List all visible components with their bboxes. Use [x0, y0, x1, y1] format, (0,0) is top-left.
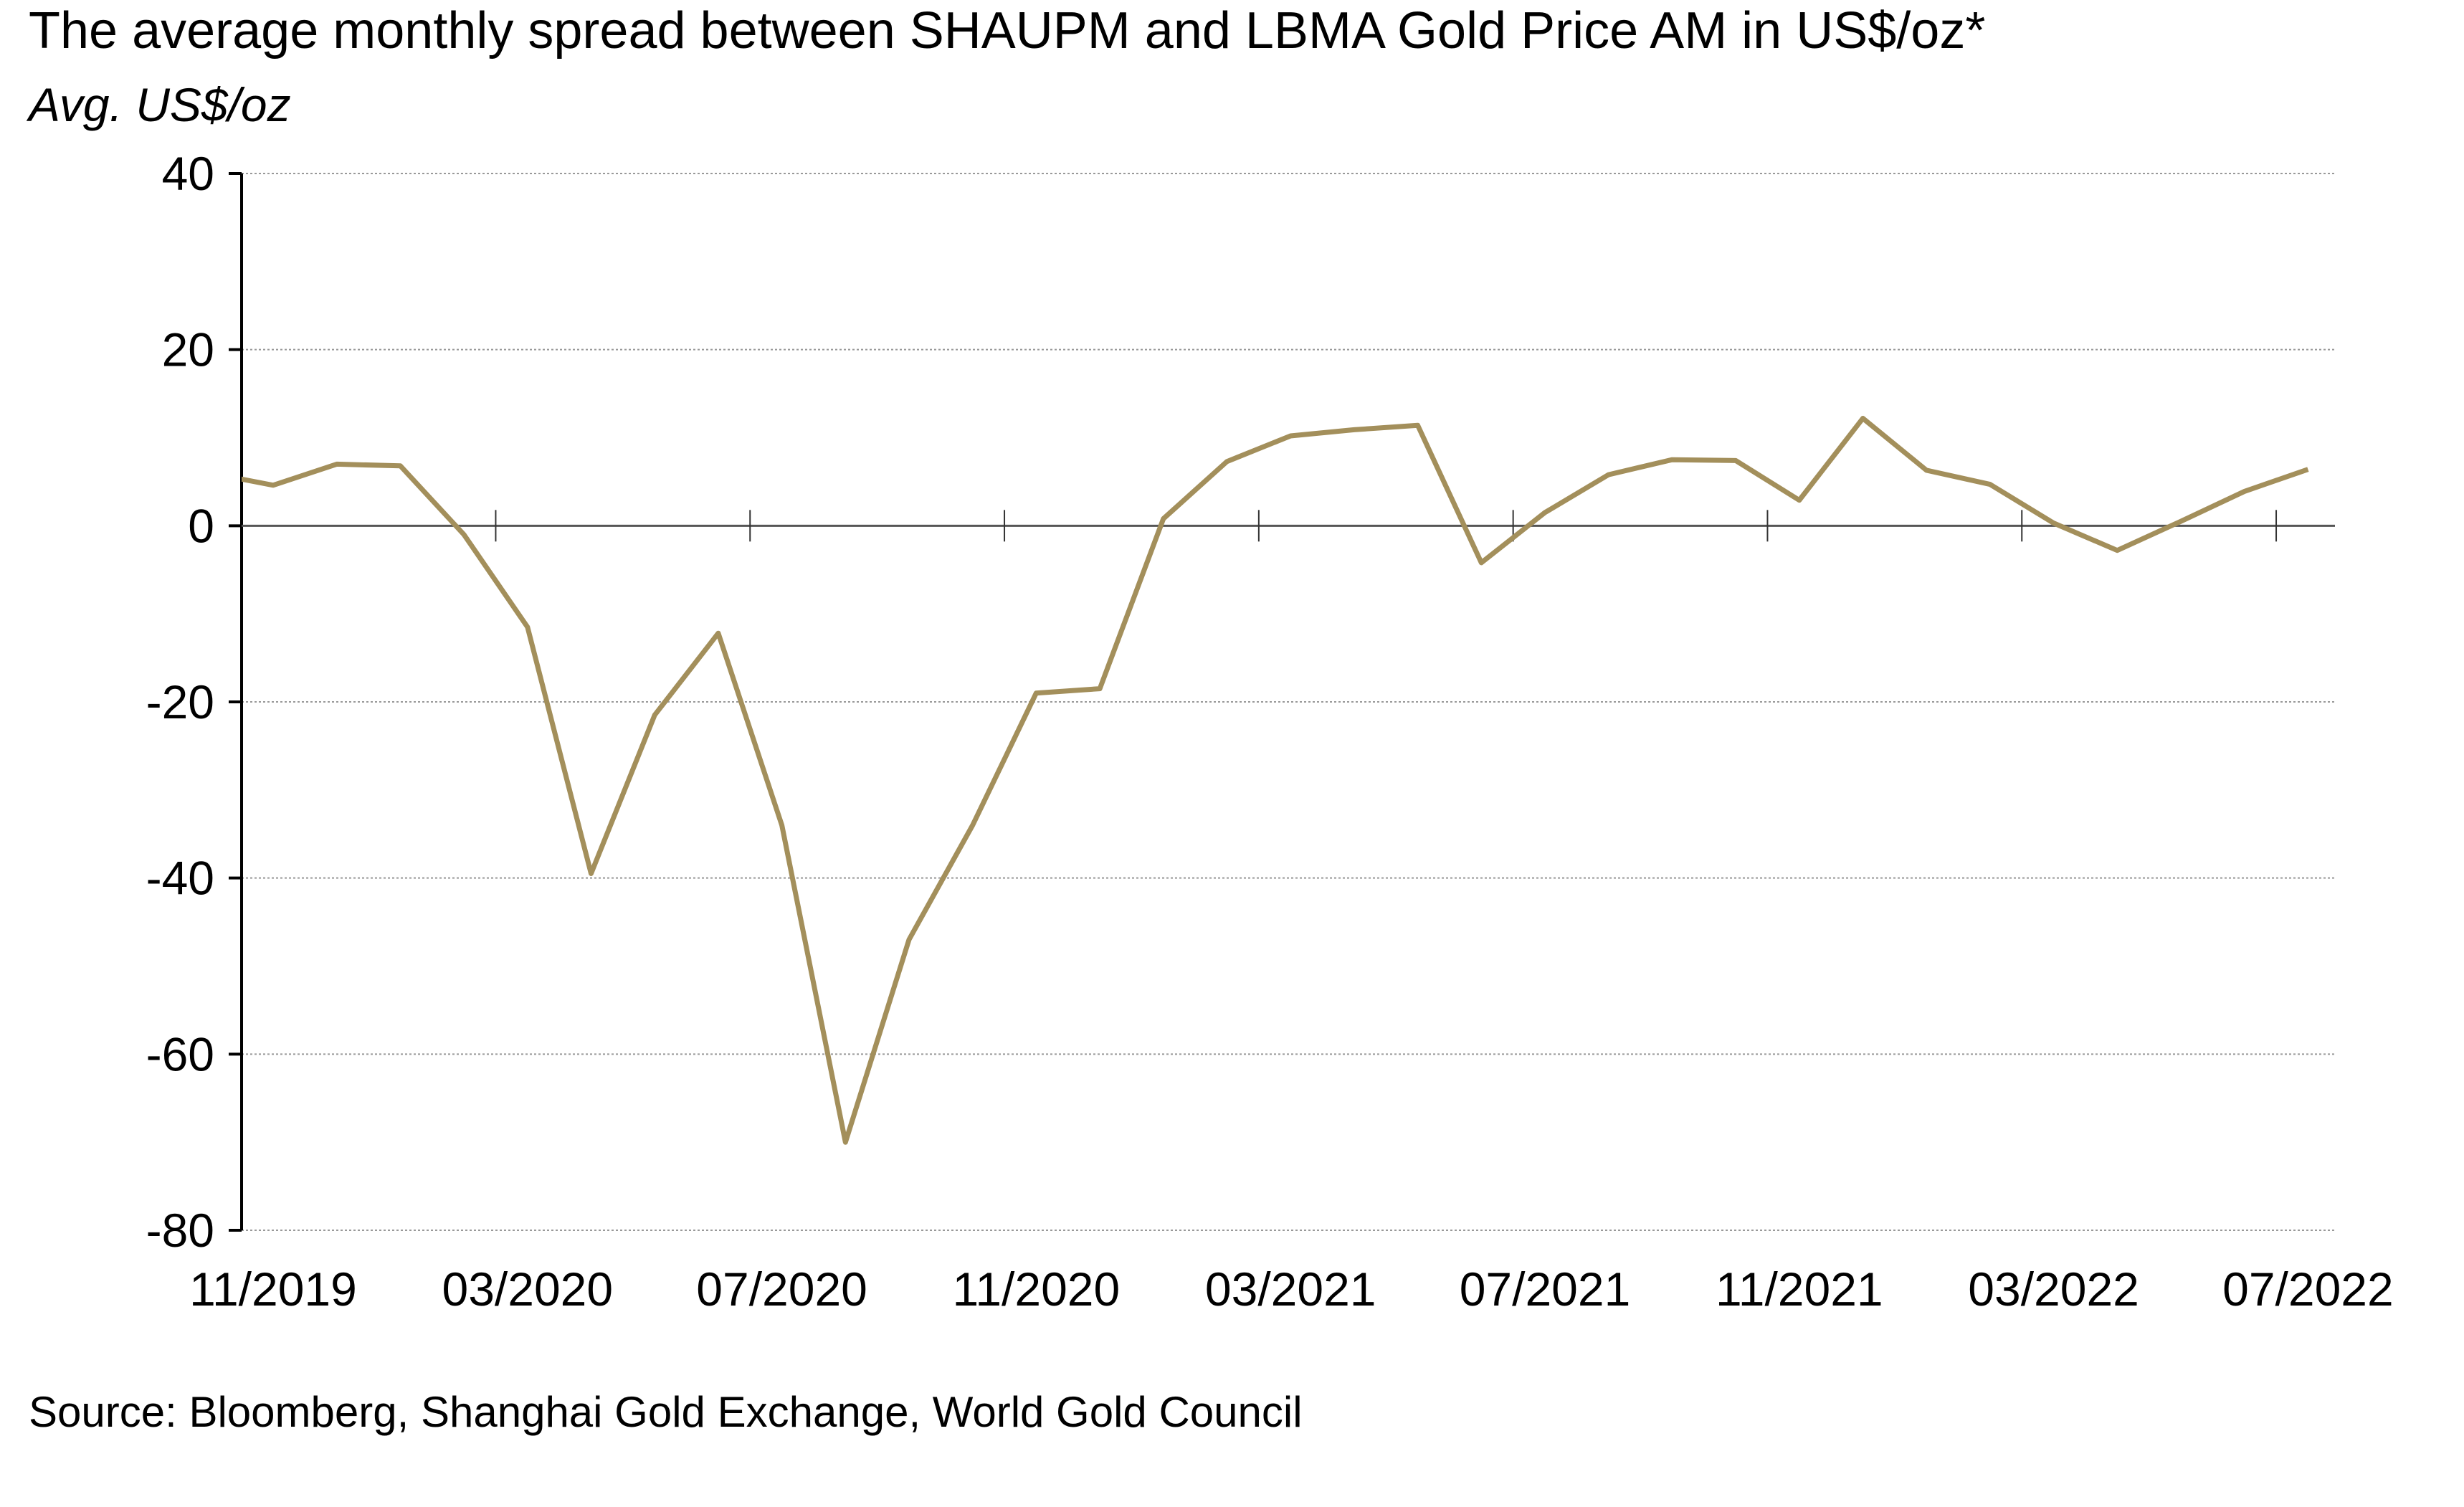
- series-line: [242, 416, 2309, 1145]
- y-tick-label: -20: [146, 675, 214, 728]
- y-tick-label: -60: [146, 1027, 214, 1080]
- y-tick-label: 0: [188, 499, 214, 552]
- x-tick-label: 07/2022: [2222, 1263, 2394, 1316]
- x-tick-label: 11/2019: [189, 1263, 357, 1316]
- chart-title: The average monthly spread between SHAUP…: [29, 2, 1986, 60]
- x-tick-label: 11/2020: [953, 1263, 1121, 1316]
- gridlines: [242, 173, 2335, 1231]
- x-tick-label: 03/2020: [442, 1263, 614, 1316]
- tick-labels: 40 20 0 -20 -40 -60 -80 11/2019 03/2020 07/2020 11…: [146, 147, 2394, 1316]
- source-note: Source: Bloomberg, Shanghai Gold Exchang…: [29, 1388, 1303, 1436]
- x-tick-label: 07/2021: [1460, 1263, 1631, 1316]
- axes: [229, 172, 2335, 1232]
- y-tick-label: 20: [162, 323, 214, 376]
- x-tick-label: 03/2021: [1205, 1263, 1376, 1316]
- series-spread: [242, 416, 2309, 1145]
- y-tick-label: -80: [146, 1204, 214, 1257]
- y-tick-label: -40: [146, 852, 214, 905]
- x-tick-label: 07/2020: [696, 1263, 867, 1316]
- x-tick-label: 03/2022: [1968, 1263, 2139, 1316]
- y-tick-label: 40: [162, 147, 214, 200]
- chart-subtitle: Avg. US$/oz: [29, 78, 291, 131]
- x-tick-label: 11/2021: [1716, 1263, 1883, 1316]
